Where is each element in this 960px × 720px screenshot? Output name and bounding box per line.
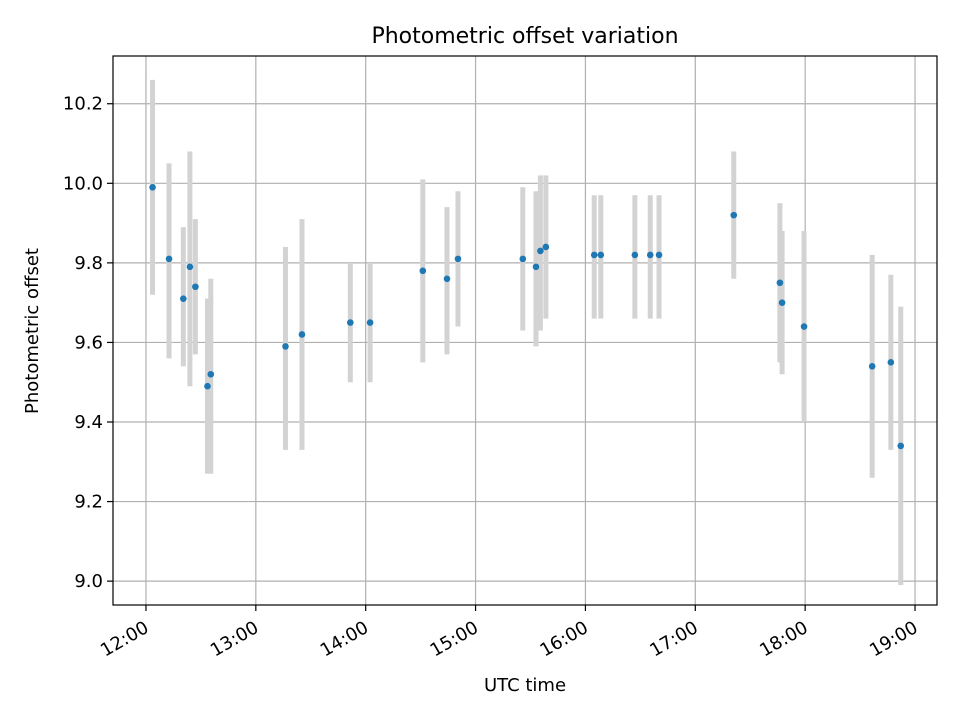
data-point — [519, 255, 527, 263]
data-point — [778, 299, 786, 306]
y-axis-label: Photometric offset — [22, 248, 43, 414]
y-tick-label: 9.8 — [74, 253, 103, 274]
data-point — [186, 263, 194, 271]
data-point — [366, 319, 374, 326]
data-point — [298, 331, 306, 338]
data-point — [868, 363, 876, 370]
chart-title: Photometric offset variation — [371, 24, 678, 49]
y-tick-label: 9.6 — [74, 332, 103, 353]
data-point — [730, 211, 738, 219]
data-point — [347, 319, 354, 326]
y-tick-label: 10.2 — [63, 94, 103, 115]
data-point — [419, 267, 427, 275]
data-point — [282, 343, 289, 350]
y-axis-ticks: 9.0 9.2 9.4 9.6 9.8 10.0 10.2 — [63, 94, 113, 592]
data-point — [207, 370, 215, 378]
data-point — [149, 183, 156, 191]
data-points — [149, 183, 905, 450]
data-point — [180, 295, 187, 302]
data-point — [537, 247, 544, 255]
data-point — [776, 279, 784, 287]
data-point — [454, 255, 462, 263]
y-tick-label: 9.0 — [74, 571, 103, 592]
y-tick-label: 9.4 — [74, 412, 103, 433]
data-point — [800, 323, 808, 330]
x-axis-label: UTC time — [484, 675, 566, 696]
data-point — [542, 243, 550, 251]
data-point — [204, 382, 211, 390]
y-tick-label: 9.2 — [74, 492, 103, 513]
data-point — [590, 251, 598, 259]
plot-frame — [112, 55, 938, 606]
data-point — [655, 251, 663, 259]
y-tick-label: 10.0 — [63, 173, 103, 194]
data-point — [532, 263, 540, 271]
data-point — [631, 251, 639, 259]
data-point — [165, 255, 173, 263]
data-point — [646, 251, 654, 259]
data-point — [443, 275, 451, 283]
data-point — [192, 283, 199, 291]
data-point — [887, 359, 895, 366]
data-point — [897, 442, 905, 450]
data-point — [597, 251, 605, 259]
